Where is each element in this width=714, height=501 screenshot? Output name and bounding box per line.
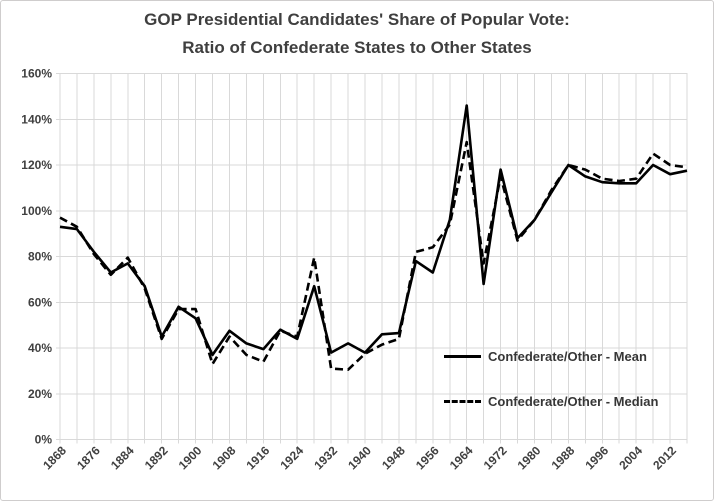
x-axis-label: 1876 — [74, 443, 103, 472]
x-axis-label: 1964 — [447, 443, 476, 472]
x-axis-label: 2004 — [616, 443, 645, 472]
legend-label-mean: Confederate/Other - Mean — [488, 348, 647, 364]
median-series-line — [59, 140, 688, 372]
x-axis-label: 1980 — [515, 443, 544, 472]
legend-item-mean: Confederate/Other - Mean — [444, 348, 658, 364]
y-axis-label: 0% — [35, 433, 53, 447]
y-axis-label: 140% — [21, 112, 52, 126]
legend-label-median: Confederate/Other - Median — [488, 393, 659, 409]
x-axis-label: 1988 — [549, 443, 578, 472]
x-axis-label: 1996 — [582, 443, 611, 472]
y-axis-label: 40% — [28, 341, 52, 355]
x-axis-label: 1948 — [379, 443, 408, 472]
legend: Confederate/Other - Mean Confederate/Oth… — [444, 348, 658, 438]
median-line-sample — [444, 399, 481, 403]
x-axis-label: 1972 — [481, 443, 510, 472]
x-axis-label: 1956 — [413, 443, 442, 472]
plot-border — [59, 73, 688, 440]
mean-line-sample — [444, 354, 481, 358]
x-axis-label: 1924 — [277, 443, 306, 472]
legend-item-median: Confederate/Other - Median — [444, 393, 658, 409]
x-axis-label: 1884 — [108, 443, 137, 472]
y-axis-label: 120% — [21, 158, 52, 172]
x-axis-label: 1940 — [345, 443, 374, 472]
x-axis-label: 1916 — [244, 443, 273, 472]
x-axis-label: 1908 — [210, 443, 239, 472]
x-axis-label: 1932 — [311, 443, 340, 472]
y-axis-label: 100% — [21, 204, 52, 218]
mean-series-line — [59, 104, 688, 357]
x-axis-label: 1892 — [142, 443, 171, 472]
y-axis-label: 20% — [28, 387, 52, 401]
x-axis-label: 1900 — [176, 443, 205, 472]
y-axis-label: 160% — [21, 67, 52, 81]
y-axis-label: 60% — [28, 295, 52, 309]
y-axis-label: 80% — [28, 250, 52, 264]
x-axis-label: 1868 — [40, 443, 69, 472]
x-axis-label: 2012 — [650, 443, 679, 472]
